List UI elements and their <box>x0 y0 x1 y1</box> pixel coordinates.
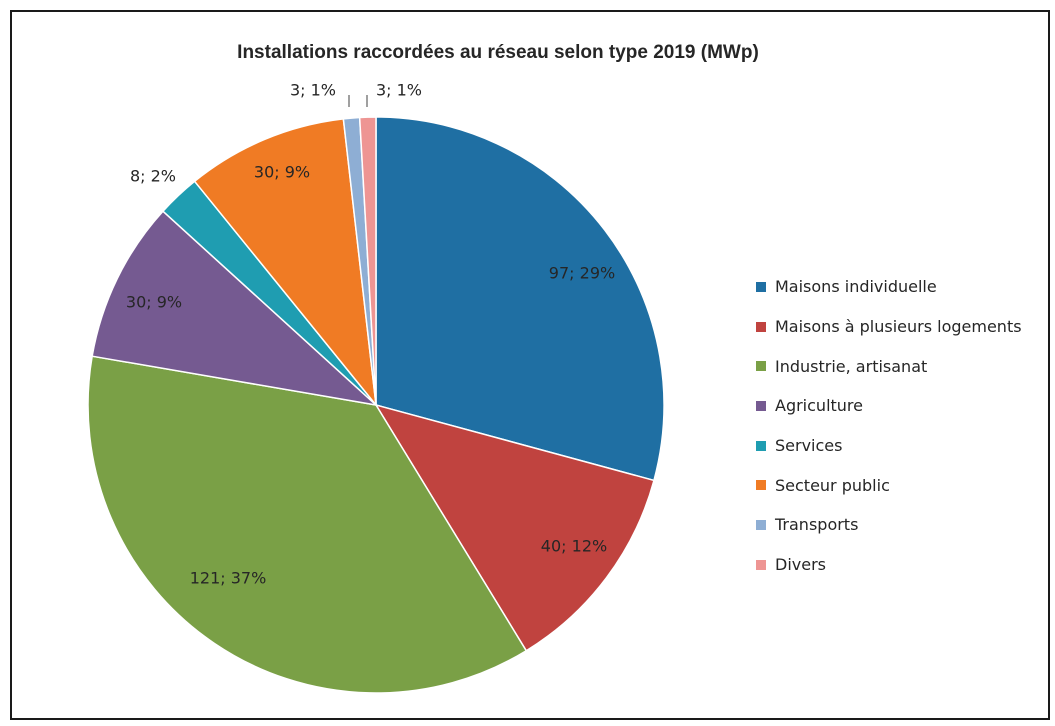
data-label: 121; 37% <box>190 569 267 588</box>
legend-swatch <box>756 321 766 332</box>
pie-slice-4 <box>91 210 379 407</box>
pie-slice-2 <box>374 403 655 652</box>
legend-swatch <box>756 480 766 491</box>
legend-label: Secteur public <box>775 475 890 495</box>
legend-item: Industrie, artisanat <box>756 346 1022 386</box>
legend-label: Services <box>775 436 843 456</box>
data-label: 30; 9% <box>254 163 310 182</box>
legend-item: Agriculture <box>756 386 1022 426</box>
pie-slice-6 <box>193 118 378 408</box>
legend-item: Transports <box>756 505 1022 545</box>
data-label: 40; 12% <box>541 537 607 556</box>
pie-chart: 97; 29% 40; 12% 121; 37% 30; 9% 8; 2% 30; 9% 3… <box>87 81 665 694</box>
legend-item: Services <box>756 426 1022 466</box>
legend-swatch <box>756 440 766 451</box>
chart-legend: Maisons individuelle Maisons à plusieurs … <box>756 267 1022 585</box>
data-label: 30; 9% <box>126 293 182 312</box>
data-label: 3; 1% <box>290 81 336 100</box>
legend-label: Agriculture <box>775 396 863 416</box>
legend-swatch <box>756 361 766 372</box>
legend-item: Maisons à plusieurs logements <box>756 307 1022 347</box>
data-label: 3; 1% <box>376 81 422 100</box>
chart-title: Installations raccordées au réseau selon… <box>237 42 759 63</box>
legend-swatch <box>756 559 766 570</box>
legend-label: Transports <box>775 515 859 535</box>
pie-slice-8 <box>358 116 377 406</box>
pie-slice-1 <box>375 116 665 482</box>
legend-item: Divers <box>756 545 1022 585</box>
legend-swatch <box>756 281 766 292</box>
legend-label: Industrie, artisanat <box>775 356 928 376</box>
chart-frame: Installations raccordées au réseau selon… <box>10 10 1050 720</box>
legend-swatch <box>756 400 766 411</box>
data-label: 97; 29% <box>549 264 615 283</box>
legend-label: Maisons à plusieurs logements <box>775 317 1022 337</box>
legend-label: Maisons individuelle <box>775 277 937 297</box>
legend-swatch <box>756 519 766 530</box>
legend-item: Maisons individuelle <box>756 267 1022 307</box>
legend-label: Divers <box>775 555 826 575</box>
pie-slice-3 <box>87 355 528 694</box>
data-label: 8; 2% <box>130 167 176 186</box>
legend-item: Secteur public <box>756 465 1022 505</box>
